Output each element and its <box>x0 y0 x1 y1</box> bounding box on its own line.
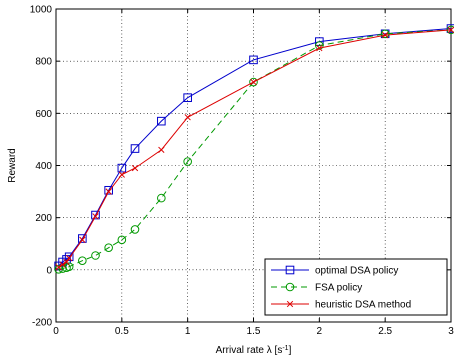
data-point-heuristic-dsa-method <box>158 146 165 154</box>
legend-swatch-marker <box>286 300 294 308</box>
x-marker-stroke <box>63 258 70 266</box>
x-tick-label: 1.5 <box>247 326 261 337</box>
x-marker-stroke <box>316 44 323 52</box>
x-axis-label: Arrival rate λ [s-1] <box>216 345 292 357</box>
x-tick-label: 3 <box>448 326 454 337</box>
data-point-fsa-policy <box>315 41 324 50</box>
data-point-heuristic-dsa-method <box>63 258 70 266</box>
data-point-optimal-dsa-policy <box>157 116 166 126</box>
data-point-optimal-dsa-policy <box>183 93 192 102</box>
data-point-heuristic-dsa-method <box>184 114 191 121</box>
legend-label: optimal DSA policy <box>315 266 398 277</box>
x-marker-stroke <box>92 213 99 220</box>
series-fsa-policy <box>54 25 454 274</box>
x-marker-stroke <box>131 164 139 172</box>
legend: optimal DSA policy FSA policy heuristic DS… <box>264 258 448 316</box>
x-axis-label-end: ] <box>289 345 292 356</box>
data-point-heuristic-dsa-method <box>131 164 139 172</box>
y-tick-label: 0 <box>46 265 52 276</box>
data-point-optimal-dsa-policy <box>104 185 113 195</box>
data-point-heuristic-dsa-method <box>66 254 73 262</box>
data-point-heuristic-dsa-method <box>55 264 62 271</box>
y-tick-label: 1000 <box>30 5 53 16</box>
data-point-heuristic-dsa-method <box>92 213 99 220</box>
legend-label: FSA policy <box>315 283 362 294</box>
x-axis-label-sup: -1 <box>282 345 288 352</box>
data-point-optimal-dsa-policy <box>78 234 87 243</box>
legend-label: heuristic DSA method <box>315 300 411 311</box>
data-point-heuristic-dsa-method <box>59 261 66 268</box>
legend-item-optimal-dsa-policy: optimal DSA policy <box>271 266 398 277</box>
data-point-fsa-policy <box>78 256 87 266</box>
series-line-heuristic-dsa-method <box>58 29 452 268</box>
x-marker-stroke <box>382 31 389 39</box>
x-tick-label: 0 <box>53 326 59 337</box>
y-tick-label: -200 <box>32 318 52 329</box>
data-point-fsa-policy <box>130 225 140 234</box>
x-marker-stroke <box>79 236 86 243</box>
data-point-optimal-dsa-policy <box>130 144 140 153</box>
data-point-fsa-policy <box>117 235 127 245</box>
x-marker-stroke <box>55 264 62 271</box>
x-marker-stroke <box>105 188 112 195</box>
data-point-heuristic-dsa-method <box>118 171 125 178</box>
series-optimal-dsa-policy <box>54 24 454 271</box>
x-marker-stroke <box>59 261 66 268</box>
data-point-heuristic-dsa-method <box>382 31 389 39</box>
x-tick-label: 2.5 <box>378 326 392 337</box>
data-point-fsa-policy <box>380 29 390 39</box>
data-point-fsa-policy <box>249 77 258 87</box>
legend-item-heuristic-dsa-method: heuristic DSA method <box>271 300 411 311</box>
x-marker-stroke <box>66 254 73 262</box>
y-tick-label: 400 <box>35 161 52 172</box>
data-point-optimal-dsa-policy <box>117 163 127 173</box>
legend-swatch-marker <box>285 265 295 275</box>
x-axis-label-main: Arrival rate λ [s <box>216 345 283 356</box>
data-point-heuristic-dsa-method <box>447 26 454 34</box>
series-heuristic-dsa-method <box>55 26 454 271</box>
series-line-optimal-dsa-policy <box>58 28 452 267</box>
data-point-fsa-policy <box>104 243 113 252</box>
y-tick-label: 600 <box>35 109 52 120</box>
data-point-heuristic-dsa-method <box>316 44 323 52</box>
data-point-fsa-policy <box>183 157 192 166</box>
x-marker-stroke <box>184 114 191 121</box>
x-tick-label: 0.5 <box>115 326 129 337</box>
series-layer <box>54 24 454 274</box>
data-point-optimal-dsa-policy <box>249 55 258 65</box>
x-tick-label: 1 <box>185 326 191 337</box>
y-axis-label: Reward <box>7 148 18 182</box>
y-tick-label: 800 <box>35 57 52 68</box>
x-marker-stroke <box>286 300 294 308</box>
legend-item-fsa-policy: FSA policy <box>271 283 362 294</box>
data-point-heuristic-dsa-method <box>250 78 257 86</box>
y-tick-label: 200 <box>35 213 52 224</box>
x-tick-label: 2 <box>317 326 323 337</box>
x-marker-stroke <box>447 26 454 34</box>
data-point-fsa-policy <box>91 251 100 260</box>
data-point-optimal-dsa-policy <box>91 210 100 220</box>
data-point-fsa-policy <box>54 265 63 274</box>
data-point-fsa-policy <box>157 193 166 203</box>
legend-swatch-marker <box>285 282 295 292</box>
x-marker-stroke <box>250 78 257 86</box>
data-point-heuristic-dsa-method <box>105 188 112 195</box>
series-line-fsa-policy <box>58 29 452 270</box>
x-marker-stroke <box>158 146 165 154</box>
x-marker-stroke <box>118 171 125 178</box>
data-point-optimal-dsa-policy <box>64 252 74 262</box>
data-point-heuristic-dsa-method <box>79 236 86 243</box>
legend-items: optimal DSA policy FSA policy heuristic DS… <box>271 266 411 311</box>
